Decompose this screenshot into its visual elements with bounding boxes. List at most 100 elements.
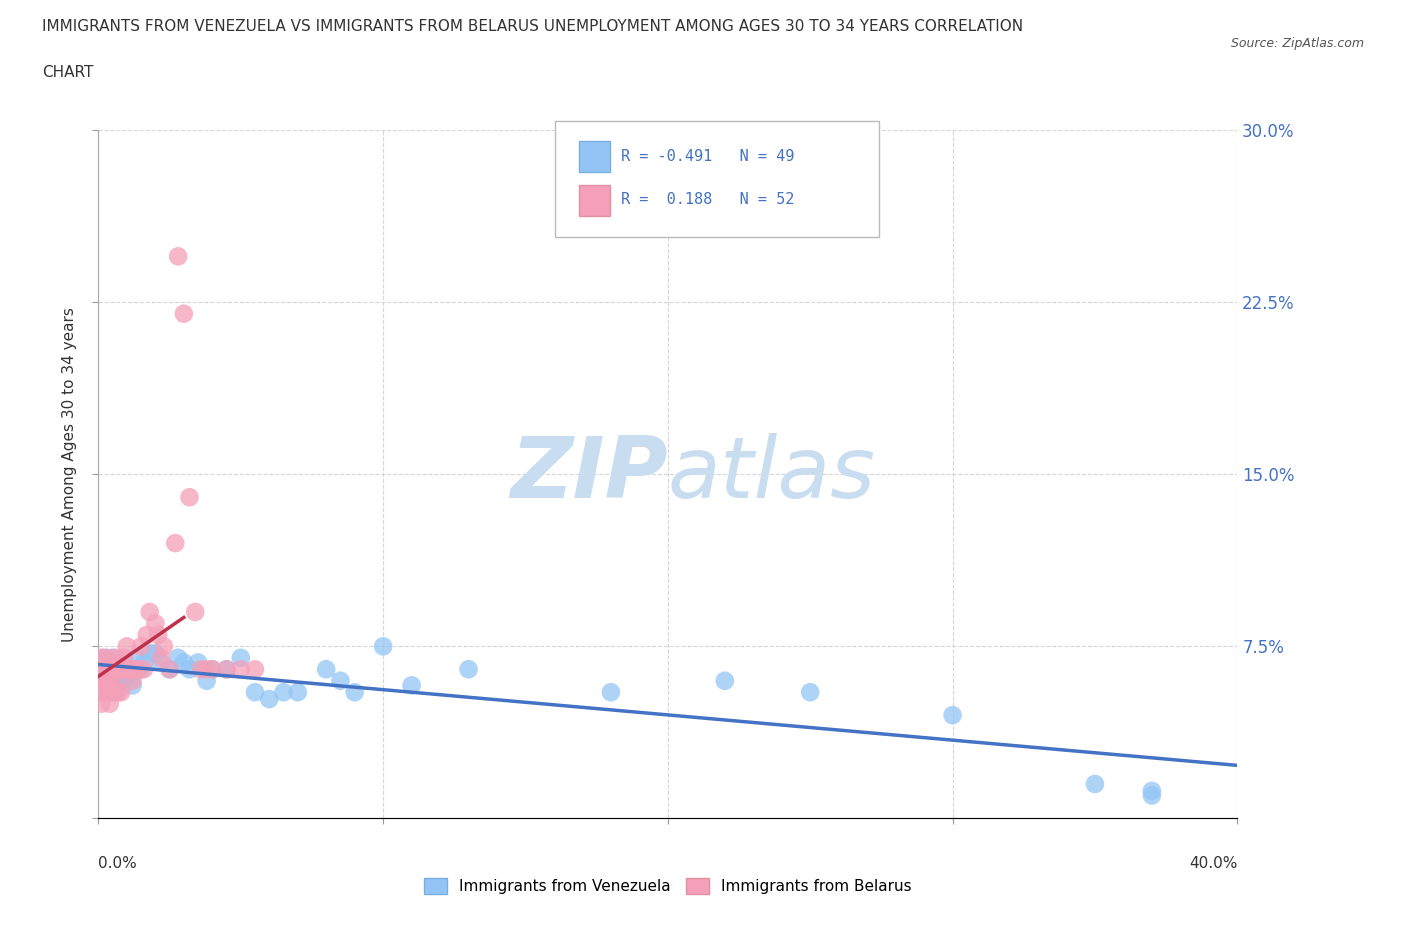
Point bbox=[167, 249, 190, 264]
Point bbox=[243, 684, 266, 699]
Point bbox=[98, 662, 121, 677]
Point bbox=[101, 650, 124, 665]
Point bbox=[96, 662, 118, 677]
Text: 40.0%: 40.0% bbox=[1189, 856, 1237, 870]
Point bbox=[121, 678, 143, 693]
Point bbox=[90, 684, 112, 699]
Point bbox=[104, 662, 127, 677]
Point bbox=[148, 628, 170, 643]
Point bbox=[104, 650, 127, 665]
Point bbox=[179, 490, 201, 505]
Point bbox=[118, 662, 141, 677]
Point bbox=[129, 639, 152, 654]
Point bbox=[132, 655, 155, 670]
Text: 0.0%: 0.0% bbox=[98, 856, 138, 870]
Point bbox=[96, 673, 118, 688]
Point bbox=[195, 673, 218, 688]
Point bbox=[201, 662, 224, 677]
Point bbox=[184, 604, 207, 619]
Point bbox=[115, 639, 138, 654]
Point bbox=[129, 662, 152, 677]
Legend: Immigrants from Venezuela, Immigrants from Belarus: Immigrants from Venezuela, Immigrants fr… bbox=[418, 872, 918, 900]
Point bbox=[112, 673, 135, 688]
Point bbox=[118, 667, 141, 682]
Point bbox=[165, 536, 187, 551]
Point bbox=[243, 662, 266, 677]
Point bbox=[124, 662, 146, 677]
Point bbox=[150, 650, 173, 665]
Point bbox=[101, 673, 124, 688]
Point bbox=[98, 673, 121, 688]
Point bbox=[115, 662, 138, 677]
Point bbox=[101, 673, 124, 688]
Point bbox=[127, 662, 149, 677]
Point bbox=[110, 662, 132, 677]
Point bbox=[121, 673, 143, 688]
Point bbox=[153, 639, 176, 654]
Point bbox=[110, 669, 132, 684]
Point bbox=[600, 684, 623, 699]
Point bbox=[942, 708, 965, 723]
Point bbox=[90, 650, 112, 665]
Point bbox=[190, 662, 212, 677]
Point bbox=[93, 662, 115, 677]
Point bbox=[98, 662, 121, 677]
Point bbox=[343, 684, 366, 699]
Point bbox=[107, 662, 129, 677]
Point bbox=[159, 662, 181, 677]
Text: atlas: atlas bbox=[668, 432, 876, 516]
Point bbox=[90, 667, 112, 682]
Point bbox=[201, 662, 224, 677]
Point bbox=[173, 306, 195, 321]
Text: R =  0.188   N = 52: R = 0.188 N = 52 bbox=[621, 193, 794, 207]
Point bbox=[1140, 783, 1163, 798]
Point bbox=[259, 692, 281, 707]
Point bbox=[229, 650, 252, 665]
Point bbox=[457, 662, 479, 677]
Point bbox=[104, 684, 127, 699]
Point bbox=[714, 673, 737, 688]
Point bbox=[93, 673, 115, 688]
Point bbox=[98, 673, 121, 688]
Point bbox=[96, 669, 118, 684]
Point bbox=[112, 650, 135, 665]
Point bbox=[329, 673, 352, 688]
Point bbox=[179, 662, 201, 677]
Text: ZIP: ZIP bbox=[510, 432, 668, 516]
Point bbox=[138, 645, 160, 660]
Point bbox=[124, 650, 146, 665]
Point bbox=[93, 684, 115, 699]
Point bbox=[315, 662, 337, 677]
Point bbox=[90, 697, 112, 711]
Point bbox=[1084, 777, 1107, 791]
Point bbox=[215, 662, 238, 677]
Point bbox=[215, 662, 238, 677]
Point bbox=[132, 662, 155, 677]
Point bbox=[195, 662, 218, 677]
Y-axis label: Unemployment Among Ages 30 to 34 years: Unemployment Among Ages 30 to 34 years bbox=[62, 307, 77, 642]
Text: IMMIGRANTS FROM VENEZUELA VS IMMIGRANTS FROM BELARUS UNEMPLOYMENT AMONG AGES 30 : IMMIGRANTS FROM VENEZUELA VS IMMIGRANTS … bbox=[42, 19, 1024, 33]
Point bbox=[93, 650, 115, 665]
Point bbox=[273, 684, 295, 699]
Text: R = -0.491   N = 49: R = -0.491 N = 49 bbox=[621, 149, 794, 164]
Point bbox=[98, 684, 121, 699]
Point bbox=[145, 645, 167, 660]
Point bbox=[107, 662, 129, 677]
Point bbox=[159, 662, 181, 677]
Point bbox=[98, 697, 121, 711]
Point bbox=[96, 684, 118, 699]
Point bbox=[145, 616, 167, 631]
Point bbox=[401, 678, 423, 693]
Point bbox=[287, 684, 309, 699]
Point bbox=[187, 655, 209, 670]
Point bbox=[167, 650, 190, 665]
Point bbox=[110, 684, 132, 699]
Point bbox=[373, 639, 395, 654]
Point bbox=[107, 684, 129, 699]
Point bbox=[138, 604, 160, 619]
Point bbox=[173, 655, 195, 670]
Point bbox=[101, 684, 124, 699]
Point bbox=[87, 662, 110, 677]
Point bbox=[101, 662, 124, 677]
Point bbox=[799, 684, 821, 699]
